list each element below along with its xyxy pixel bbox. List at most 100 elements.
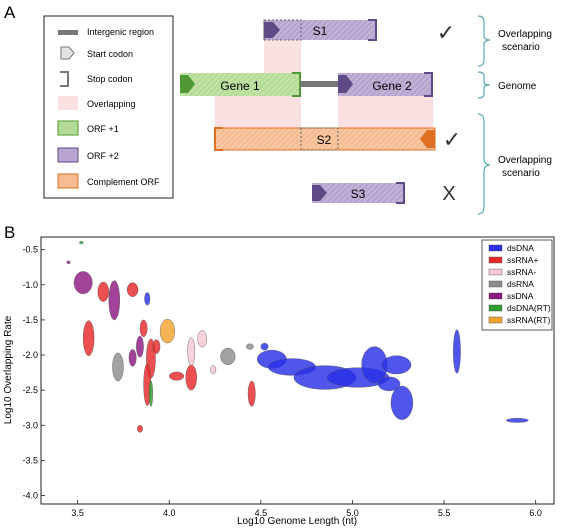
legend-label-ssrna-: ssRNA+: [507, 255, 538, 265]
legend-item-complement: Complement ORF: [57, 173, 160, 189]
legend-label-overlap: Overlapping: [87, 99, 136, 109]
ellipse-dsdna-8: [453, 329, 461, 374]
scenario-s2: S2: [214, 127, 436, 151]
start-codon-icon: [60, 46, 75, 60]
legend-item-overlap: Overlapping: [58, 96, 136, 110]
panel-a-legend: Intergenic region Start codon Stop codon…: [43, 15, 174, 199]
y-tick-label: -1.5: [22, 315, 38, 325]
gene1-start-codon-icon: [180, 75, 195, 93]
ellipse-ssrna--2: [210, 365, 217, 375]
scenario-s3: S3: [312, 182, 405, 204]
legend-item-intergenic: Intergenic region: [58, 27, 154, 37]
legend-label-ssrna-rt-: ssRNA(RT): [507, 315, 550, 325]
s1-checkmark-icon: ✓: [437, 20, 455, 45]
legend-swatch-dsrna: [488, 280, 503, 288]
legend-label-dsrna: dsRNA: [507, 279, 534, 289]
gene-1-label: Gene 1: [220, 79, 260, 93]
x-tick-label: 3.5: [71, 508, 84, 518]
x-tick-label: 5.5: [438, 508, 451, 518]
y-tick-label: -2.5: [22, 385, 38, 395]
legend-swatch-dsdna: [488, 244, 503, 252]
genome-row: Gene 1 Gene 2: [180, 72, 433, 97]
legend-label-ssrna-: ssRNA-: [507, 267, 536, 277]
ellipse-dsdna-9: [506, 418, 529, 423]
ellipse-ssdna-1: [108, 280, 120, 321]
x-tick-label: 6.0: [529, 508, 542, 518]
legend-label-orf2: ORF +2: [87, 151, 119, 161]
stop-codon-icon: [60, 71, 69, 87]
panel-a-label: A: [4, 3, 16, 22]
legend-item-start: Start codon: [60, 46, 133, 60]
ellipse-ssrna--6: [152, 339, 161, 354]
legend-swatch-ssrna-: [488, 268, 503, 276]
ellipse-ssrna--7: [185, 364, 197, 391]
ellipse-ssrna--1: [187, 337, 196, 366]
legend-item-stop: Stop codon: [60, 71, 133, 87]
legend-label-start: Start codon: [87, 49, 133, 59]
ellipse-ssdna-4: [66, 260, 71, 264]
ellipse-ssrna--0: [82, 320, 95, 356]
bracket-top: [477, 15, 491, 67]
s2-start-codon-icon: [420, 130, 435, 148]
legend-label-stop: Stop codon: [87, 74, 133, 84]
ellipse-dsdna-rt--0: [148, 380, 153, 407]
s2-checkmark-icon: ✓: [443, 127, 461, 152]
x-tick-label: 4.5: [255, 508, 268, 518]
legend-swatch-dsdna-rt-: [488, 304, 503, 312]
ellipse-ssrna--10: [136, 425, 143, 433]
legend-label-intergenic: Intergenic region: [87, 27, 154, 37]
s1-stop-codon-icon: [368, 19, 377, 41]
ellipse-dsrna-1: [220, 347, 236, 366]
gene-1: [180, 73, 300, 96]
legend-swatch-ssdna: [488, 292, 503, 300]
s1-label: S1: [313, 24, 328, 38]
bracket-top-line2: scenario: [502, 42, 540, 53]
s2-stop-codon-icon: [214, 127, 223, 151]
ellipse-dsdna-5: [381, 355, 412, 375]
ellipse-ssrna-rt--0: [159, 319, 175, 344]
gene-2: [338, 73, 432, 96]
ellipse-dsrna-0: [112, 352, 124, 382]
x-axis-ticks: 3.5 4.0 4.5 5.0 5.5 6.0: [71, 500, 542, 518]
y-tick-label: -3.5: [22, 455, 38, 465]
y-axis-label: Log10 Overlapping Rate: [3, 315, 14, 424]
y-axis-ticks: -0.5 -1.0 -1.5 -2.0 -2.5 -3.0 -3.5 -4.0: [22, 245, 45, 501]
ellipse-dsdna-6: [377, 376, 401, 392]
ellipse-ssrna--0: [197, 330, 208, 348]
ellipse-ssrna--1: [97, 281, 109, 302]
ellipse-dsdna-rt--1: [79, 241, 84, 245]
legend-label-dsdna-rt-: dsDNA(RT): [507, 303, 551, 313]
ellipse-dsdna-11: [260, 342, 269, 351]
s3-start-codon-icon: [312, 185, 327, 201]
bracket-genome: [477, 71, 491, 99]
s1-start-codon-icon: [264, 22, 280, 38]
data-ellipses: [66, 241, 529, 433]
legend-swatch-ssrna-rt-: [488, 316, 503, 324]
ellipse-ssdna-0: [73, 271, 93, 295]
s2-label: S2: [317, 133, 332, 147]
y-tick-label: -0.5: [22, 245, 38, 255]
ellipse-dsdna-7: [390, 385, 414, 420]
ellipse-ssdna-3: [136, 335, 144, 358]
x-tick-label: 4.0: [163, 508, 176, 518]
ellipse-dsrna-2: [245, 343, 254, 350]
bracket-top-line1: Overlapping: [498, 29, 552, 40]
bracket-bottom-line1: Overlapping: [498, 155, 552, 166]
ellipse-ssrna--3: [139, 319, 148, 337]
legend-label-orf1: ORF +1: [87, 124, 119, 134]
s3-label: S3: [351, 187, 366, 201]
s3-cross-icon: X: [442, 183, 455, 205]
ellipse-ssrna--2: [126, 282, 139, 297]
bracket-genome-label: Genome: [498, 81, 537, 92]
legend-label-complement: Complement ORF: [87, 177, 160, 187]
gene2-stop-codon-icon: [424, 72, 433, 97]
plot-legend: dsDNA ssRNA+ ssRNA-dsRNA ssDNA dsDNA(RT) ssRN…: [481, 239, 553, 331]
panel-b-label: B: [4, 223, 15, 242]
gene-2-label: Gene 2: [372, 79, 412, 93]
legend-label-dsdna: dsDNA: [507, 243, 534, 253]
y-tick-label: -1.0: [22, 280, 38, 290]
scenario-s1: S1: [263, 19, 377, 41]
ellipse-dsdna-10: [144, 292, 151, 306]
legend-item-orf1: ORF +1: [57, 120, 119, 136]
y-tick-label: -3.0: [22, 420, 38, 430]
